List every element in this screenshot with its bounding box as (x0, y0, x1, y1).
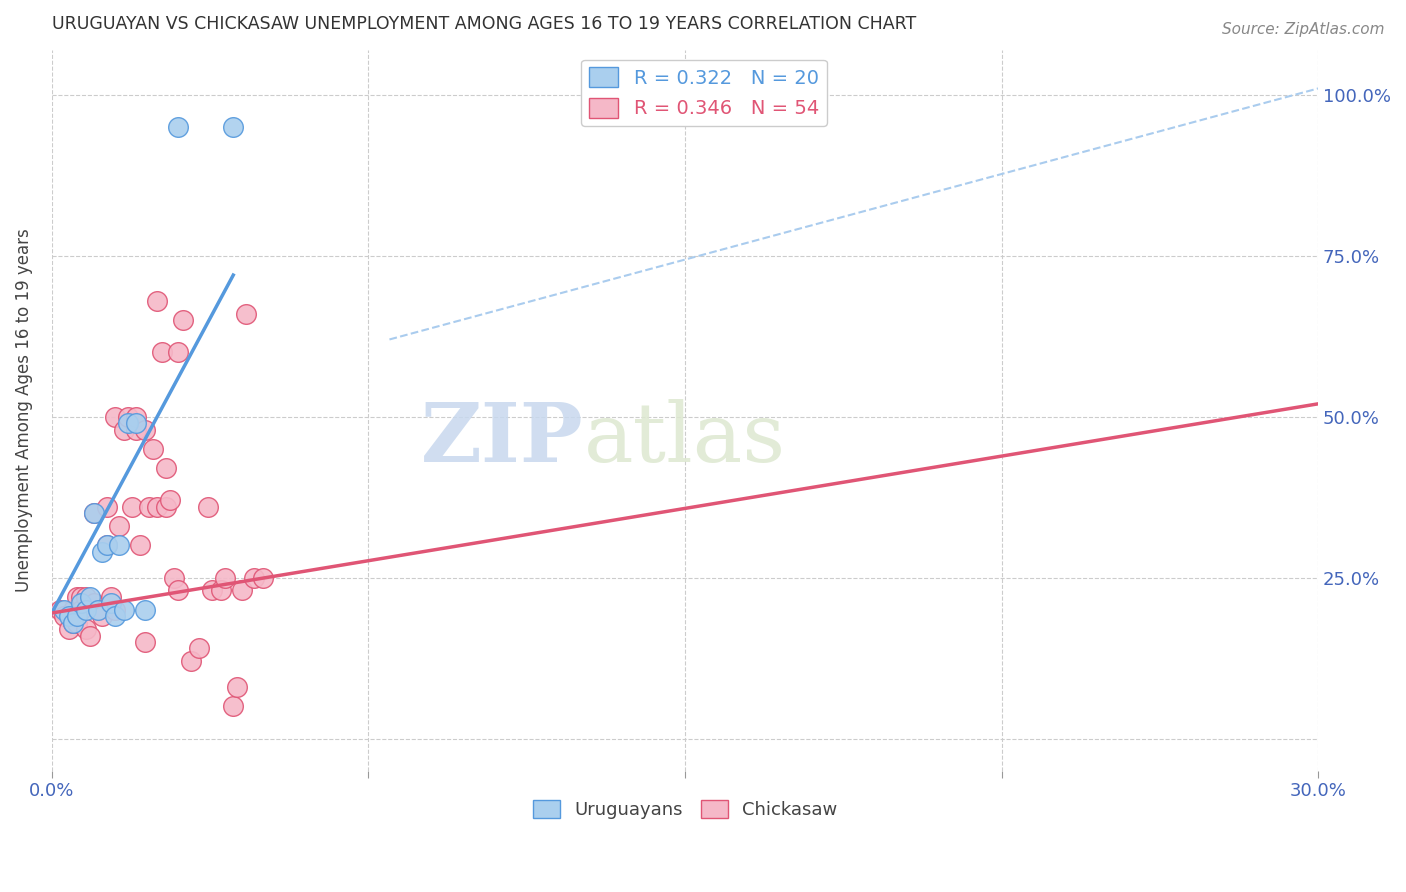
Point (167, 345, 190, 359)
Point (91, 545, 114, 559)
Point (112, 603, 135, 617)
Point (125, 409, 148, 424)
Point (96, 538, 118, 552)
Point (66, 615, 89, 630)
Point (112, 423, 135, 437)
Point (66, 590, 89, 604)
Point (75, 603, 97, 617)
Point (142, 442, 165, 456)
Point (104, 603, 127, 617)
Y-axis label: Unemployment Among Ages 16 to 19 years: Unemployment Among Ages 16 to 19 years (15, 228, 32, 592)
Point (83, 506, 105, 520)
Point (66, 609, 89, 624)
Point (214, 571, 236, 585)
Point (100, 596, 122, 610)
Point (159, 493, 181, 508)
Point (226, 680, 249, 694)
Point (53, 603, 76, 617)
Point (235, 307, 257, 321)
Point (87, 603, 110, 617)
Point (108, 519, 131, 533)
Point (62, 615, 84, 630)
Point (146, 500, 169, 514)
Point (222, 120, 245, 134)
Point (87, 603, 110, 617)
Point (134, 603, 156, 617)
Point (188, 641, 211, 656)
Point (49, 603, 72, 617)
Point (172, 313, 194, 327)
Point (83, 506, 105, 520)
Point (58, 609, 80, 624)
Point (75, 622, 97, 636)
Point (243, 571, 266, 585)
Point (138, 500, 160, 514)
Point (83, 596, 105, 610)
Point (155, 500, 177, 514)
Point (117, 409, 139, 424)
Point (121, 500, 143, 514)
Point (108, 538, 131, 552)
Point (79, 628, 101, 642)
Point (252, 571, 274, 585)
Point (104, 409, 127, 424)
Point (117, 416, 139, 430)
Point (129, 538, 152, 552)
Point (100, 590, 122, 604)
Point (79, 590, 101, 604)
Point (197, 500, 219, 514)
Point (155, 461, 177, 475)
Point (96, 538, 118, 552)
Point (201, 583, 224, 598)
Text: ZIP: ZIP (420, 399, 583, 479)
Point (209, 583, 232, 598)
Point (167, 120, 190, 134)
Point (62, 615, 84, 630)
Point (163, 571, 186, 585)
Point (96, 500, 118, 514)
Point (231, 583, 253, 598)
Text: atlas: atlas (583, 399, 786, 479)
Point (150, 345, 173, 359)
Legend: Uruguayans, Chickasaw: Uruguayans, Chickasaw (526, 793, 845, 827)
Point (125, 416, 148, 430)
Point (53, 609, 76, 624)
Point (70, 590, 93, 604)
Point (104, 609, 127, 624)
Point (58, 622, 80, 636)
Point (70, 603, 93, 617)
Point (70, 596, 93, 610)
Point (125, 423, 148, 437)
Text: URUGUAYAN VS CHICKASAW UNEMPLOYMENT AMONG AGES 16 TO 19 YEARS CORRELATION CHART: URUGUAYAN VS CHICKASAW UNEMPLOYMENT AMON… (52, 15, 915, 33)
Point (222, 699, 245, 714)
Point (75, 590, 97, 604)
Text: Source: ZipAtlas.com: Source: ZipAtlas.com (1222, 22, 1385, 37)
Point (167, 583, 190, 598)
Point (180, 654, 202, 668)
Point (146, 293, 169, 308)
Point (62, 603, 84, 617)
Point (134, 423, 156, 437)
Point (134, 635, 156, 649)
Point (91, 609, 114, 624)
